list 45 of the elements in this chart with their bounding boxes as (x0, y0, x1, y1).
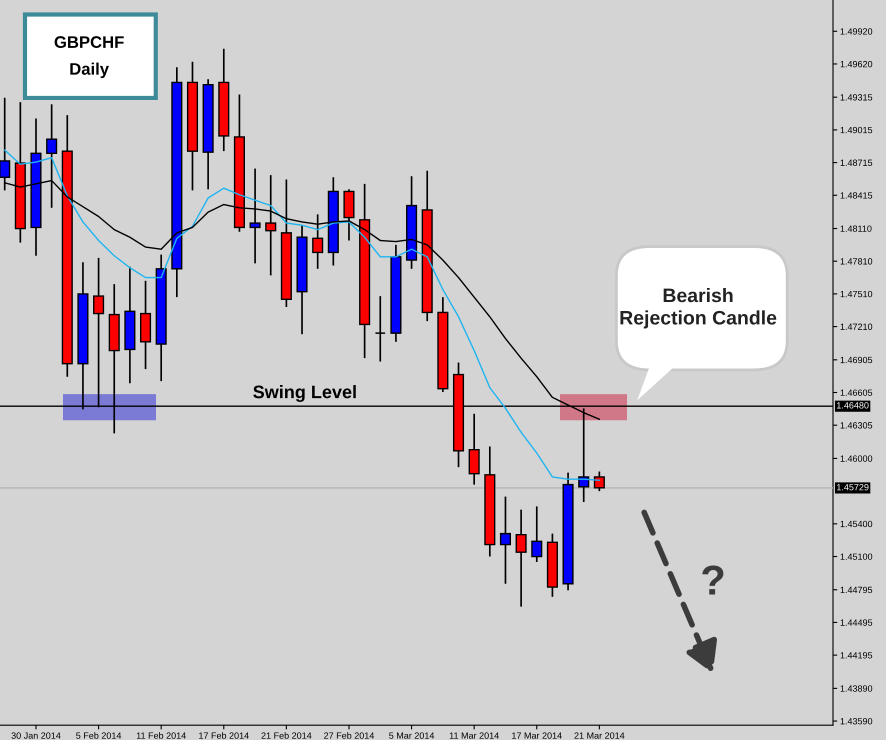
text: ? (702, 565, 724, 595)
x-tick-label: 5 Mar 2014 (389, 732, 434, 739)
x-tick-label: 21 Mar 2014 (574, 732, 624, 739)
y-tick-label: 1.43890 (840, 685, 872, 692)
text: GBPCHF (54, 36, 124, 48)
y-tick-label: 1.49015 (840, 126, 872, 134)
x-tick-label: 17 Mar 2014 (512, 732, 562, 739)
y-tick-label: 1.47810 (840, 258, 872, 265)
y-tick-label: 1.44795 (840, 586, 872, 594)
y-tick-label: 1.43590 (840, 718, 872, 724)
y-tick-label: 1.46000 (840, 455, 872, 462)
candlestick (500, 496, 512, 585)
y-tick-label: 1.47510 (840, 290, 872, 298)
candlestick (374, 295, 386, 362)
text: Bearish Rejection Candle (620, 288, 776, 328)
y-tick-label: 1.49620 (840, 60, 872, 68)
y-tick-label: 1.46305 (840, 422, 872, 429)
text: Daily (70, 62, 109, 78)
x-tick-label: 11 Feb 2014 (136, 732, 186, 739)
ref-line-label: 1.45729 (837, 484, 869, 490)
annotation: Swing Level (253, 385, 356, 402)
candlestick (594, 470, 605, 492)
candlestick (312, 214, 324, 270)
x-tick-label: 27 Feb 2014 (324, 732, 374, 739)
y-tick-label: 1.48715 (840, 160, 872, 166)
x-tick-label: 17 Feb 2014 (199, 732, 249, 739)
y-tick-label: 1.44495 (840, 619, 872, 626)
y-tick-label: 1.47210 (840, 324, 872, 330)
y-tick-label: 1.48415 (840, 192, 872, 199)
y-tick-label: 1.49315 (840, 94, 872, 101)
candlestick (516, 508, 527, 608)
y-tick-label: 1.44195 (840, 652, 872, 658)
y-tick-label: 1.45400 (840, 520, 872, 528)
candlestick (531, 506, 542, 563)
y-tick-label: 1.46905 (840, 356, 872, 364)
x-tick-label: 21 Feb 2014 (261, 732, 312, 739)
x-tick-label: 5 Feb 2014 (76, 732, 122, 739)
x-tick-label: 11 Mar 2014 (450, 732, 499, 739)
y-tick-label: 1.49920 (840, 28, 872, 35)
x-tick-label: 30 Jan 2014 (11, 732, 61, 739)
y-tick-label: 1.45100 (840, 553, 872, 560)
y-tick-label: 1.46605 (840, 389, 872, 396)
ref-line-label: 1.46480 (837, 402, 869, 409)
candlestick (468, 412, 480, 486)
y-tick-label: 1.48110 (840, 225, 872, 232)
